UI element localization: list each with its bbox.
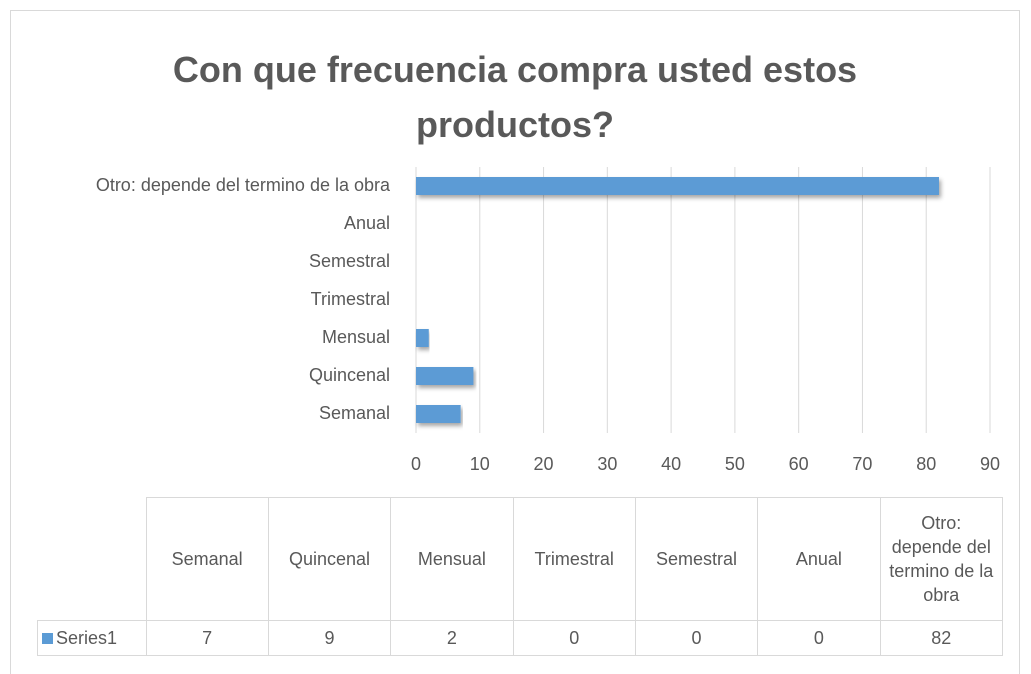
y-tick-label: Anual — [344, 213, 390, 233]
chart-title: Con que frecuencia compra usted estos pr… — [172, 49, 858, 145]
x-tick-label: 20 — [534, 454, 554, 474]
table-header: Mensual — [390, 497, 514, 621]
x-tick-label: 90 — [980, 454, 1000, 474]
x-tick-label: 80 — [916, 454, 936, 474]
y-tick-label: Mensual — [322, 327, 390, 347]
chart-border — [10, 10, 1020, 674]
bar — [416, 177, 939, 195]
table-header: Semestral — [634, 497, 759, 621]
table-value: 7 — [145, 620, 269, 656]
table-value: 9 — [267, 620, 392, 656]
data-table: Semanal Quincenal Mensual Trimestral Semestr… — [37, 497, 1004, 656]
x-tick-label: 0 — [411, 454, 421, 474]
table-header: Semanal — [145, 497, 269, 621]
x-tick-label: 50 — [725, 454, 745, 474]
table-value: 0 — [512, 620, 636, 656]
x-tick-label: 10 — [470, 454, 490, 474]
x-tick-label: 40 — [661, 454, 681, 474]
table-value: 2 — [390, 620, 514, 656]
y-tick-label: Quincenal — [309, 365, 390, 385]
bar — [416, 367, 474, 385]
x-tick-label: 30 — [597, 454, 617, 474]
y-tick-label: Otro: depende del termino de la obra — [96, 175, 391, 195]
bar — [416, 329, 429, 347]
legend-key — [42, 633, 53, 644]
table-header: Trimestral — [512, 497, 636, 621]
bar — [416, 405, 461, 423]
table-value: 82 — [879, 620, 1004, 656]
legend-label: Series1 — [56, 628, 118, 648]
x-tick-label: 60 — [789, 454, 809, 474]
y-tick-label: Semanal — [319, 403, 390, 423]
y-tick-label: Semestral — [309, 251, 390, 271]
table-value: 0 — [634, 620, 759, 656]
y-tick-label: Trimestral — [311, 289, 390, 309]
table-header: Quincenal — [267, 497, 392, 621]
table-value: 0 — [757, 620, 881, 656]
x-tick-label: 70 — [852, 454, 872, 474]
table-header: Anual — [757, 497, 881, 621]
table-header: Otro: depende del termino de la obra — [879, 497, 1004, 621]
blank-cell — [38, 498, 147, 621]
legend-entry: Series1 — [37, 620, 147, 656]
